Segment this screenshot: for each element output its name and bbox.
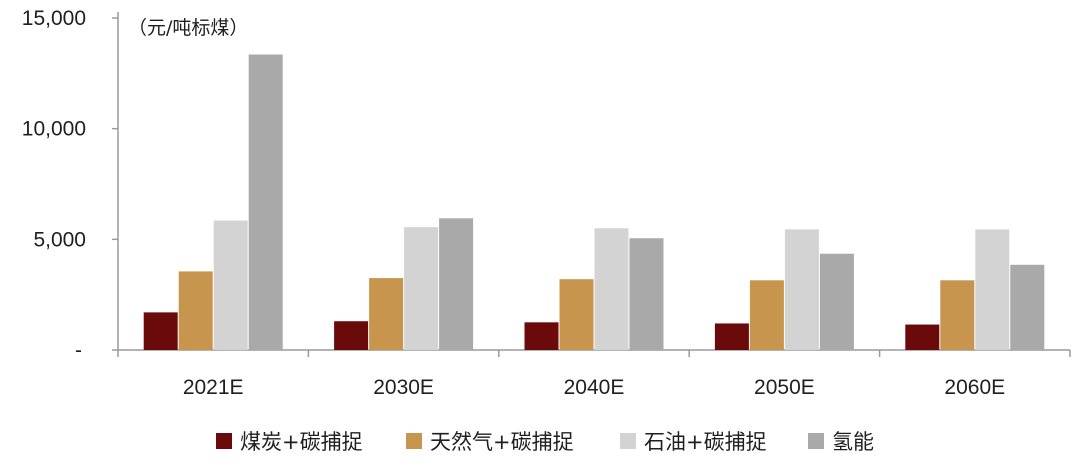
bar-2040E-series-1: [524, 322, 559, 350]
bar-2021E-series-1: [143, 312, 178, 350]
x-category-label: 2040E: [564, 376, 625, 399]
bar-2040E-series-3: [594, 228, 629, 350]
legend-swatch: [406, 433, 422, 449]
bar-2030E-series-1: [334, 321, 369, 350]
bar-2040E-series-4: [629, 238, 664, 350]
y-tick-label: 5,000: [33, 228, 86, 251]
bar-2021E-series-2: [178, 271, 213, 350]
legend-label: 煤炭+碳捕捉: [240, 430, 363, 454]
bar-2021E-series-3: [213, 220, 248, 350]
legend: 煤炭+碳捕捉 天然气+碳捕捉 石油+碳捕捉 氢能: [216, 430, 874, 454]
x-category-label: 2030E: [373, 376, 434, 399]
unit-label: （元/吨标煤）: [128, 17, 248, 39]
legend-label: 石油+碳捕捉: [644, 430, 767, 454]
bar-2040E-series-2: [559, 279, 594, 350]
y-tick-label: 10,000: [22, 118, 86, 141]
bars: [143, 54, 1045, 351]
bar-2050E-series-3: [784, 229, 819, 350]
x-category-label: 2060E: [944, 376, 1005, 399]
x-axis: 2021E 2030E 2040E 2050E 2060E: [117, 349, 1071, 399]
y-tick-label: 15,000: [22, 7, 86, 30]
bar-2021E-series-4: [248, 54, 283, 351]
legend-label: 氢能: [832, 430, 874, 454]
bar-2050E-series-4: [819, 253, 854, 350]
bar-2030E-series-2: [369, 278, 404, 350]
x-category-label: 2050E: [754, 376, 815, 399]
bar-2060E-series-1: [905, 324, 940, 350]
y-axis: - 5,000 10,000 15,000: [22, 7, 119, 362]
legend-swatch: [216, 433, 232, 449]
legend-swatch: [808, 433, 824, 449]
bar-2060E-series-3: [975, 229, 1010, 350]
bar-2050E-series-1: [714, 323, 749, 350]
bar-2060E-series-2: [940, 280, 975, 350]
bar-2030E-series-3: [404, 227, 439, 350]
legend-label: 天然气+碳捕捉: [430, 430, 574, 454]
y-tick-label: -: [75, 339, 82, 362]
x-category-label: 2021E: [183, 376, 244, 399]
legend-swatch: [620, 433, 636, 449]
bar-2050E-series-2: [749, 280, 784, 350]
bar-2030E-series-4: [439, 218, 474, 350]
bar-2060E-series-4: [1010, 264, 1045, 350]
